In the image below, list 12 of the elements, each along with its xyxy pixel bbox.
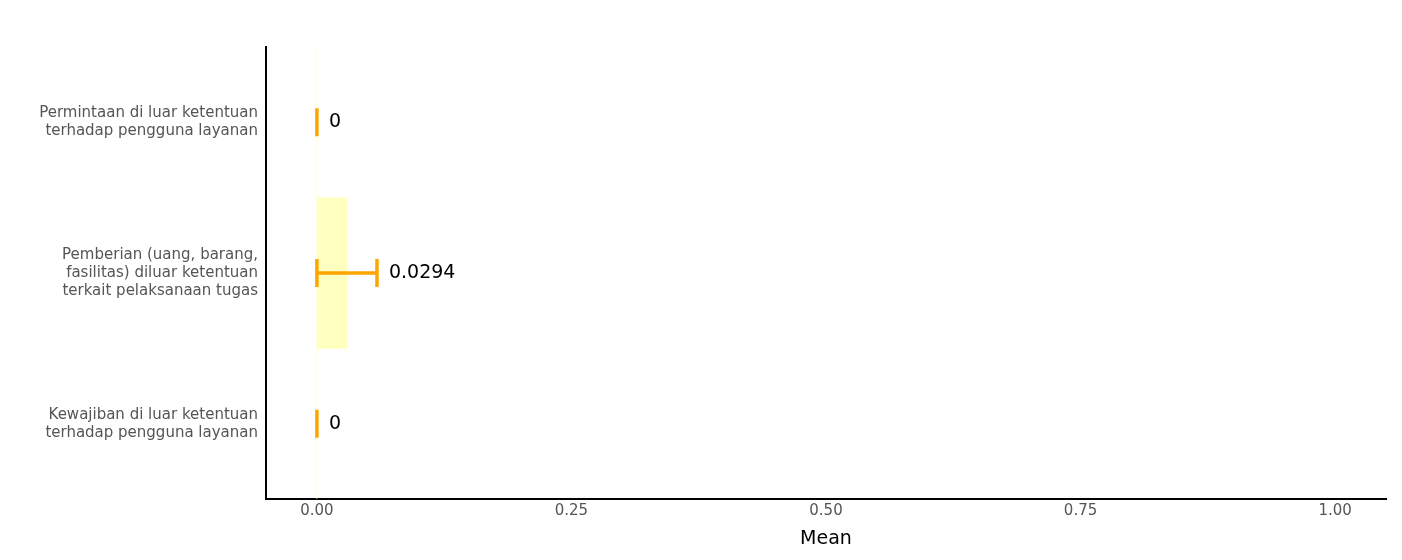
- data-label: 0: [328, 109, 341, 132]
- data-label: 0: [328, 410, 341, 433]
- x-tick-label: 0.25: [554, 501, 589, 520]
- y-tick-label: Kewajiban di luar ketentuan terhadap pengguna layanan: [45, 404, 258, 441]
- x-axis-title: Mean: [800, 525, 852, 548]
- x-tick-label: 0.50: [809, 501, 843, 520]
- x-tick-label: 0.00: [300, 501, 334, 520]
- data-label: 0.0294: [388, 260, 456, 283]
- x-tick-label: 1.00: [1318, 501, 1352, 520]
- y-tick-label: Permintaan di luar ketentuan terhadap pengguna layanan: [39, 103, 258, 140]
- y-tick-label: Pemberian (uang, barang, fasilitas) diluar ketentuan terkait pelaksanaan tugas: [62, 244, 259, 299]
- x-tick-label: 0.75: [1063, 501, 1098, 520]
